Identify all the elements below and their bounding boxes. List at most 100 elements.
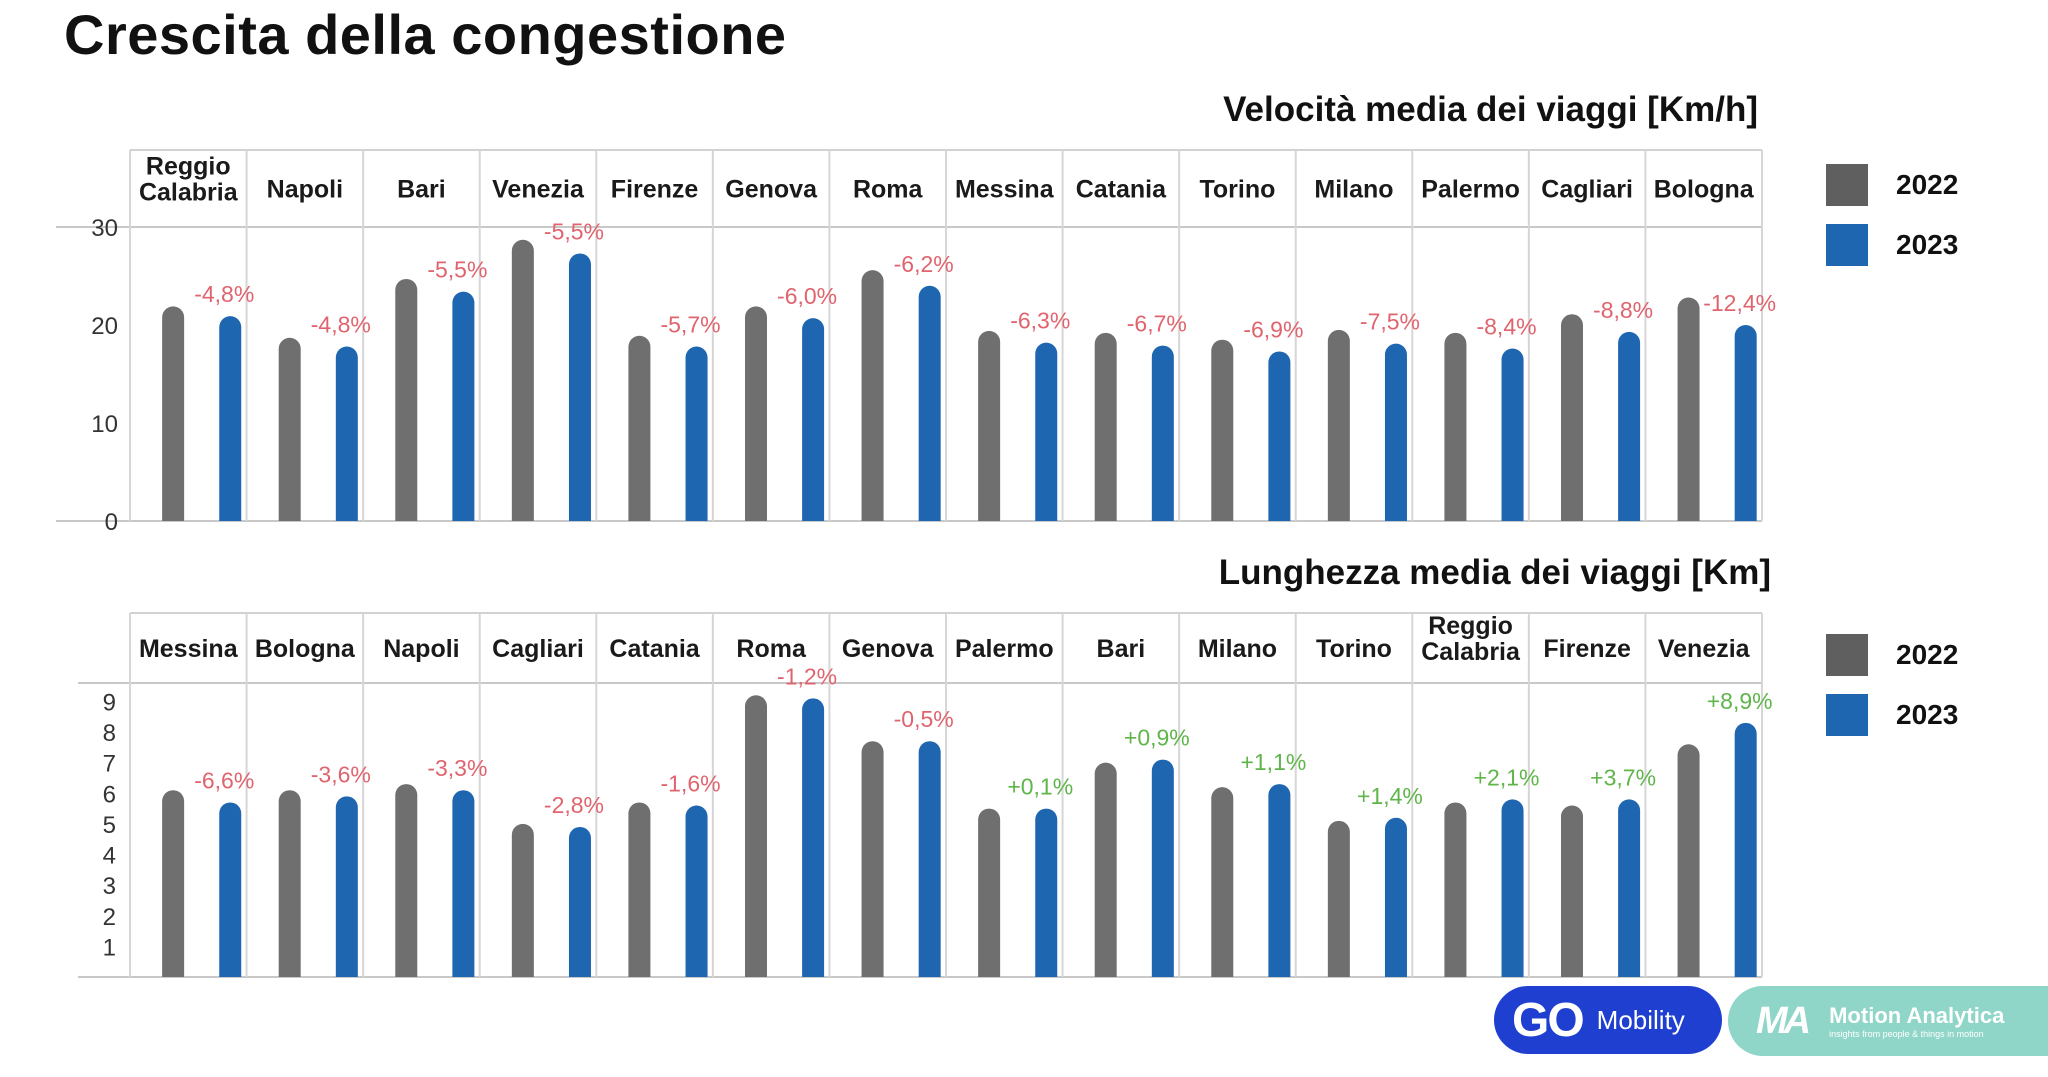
category-label-reggio-calabria: Reggio Calabria [1421,612,1521,666]
y-tick-label: 0 [105,509,118,536]
bar-2023-catania [1151,345,1174,521]
change-label-cagliari: -2,8% [544,792,604,818]
change-label-reggio-calabria: +2,1% [1474,764,1540,790]
category-label-firenze: Firenze [1543,635,1631,663]
change-label-genova: -6,0% [777,283,837,309]
bar-2022-venezia [1677,744,1700,977]
category-label-cagliari: Cagliari [1541,176,1633,204]
bar-2023-bologna [1734,325,1757,521]
bar-2023-cagliari [568,826,591,977]
change-label-milano: -7,5% [1360,309,1420,335]
legend-label-2023: 2023 [1896,699,1959,730]
bar-2022-milano [1211,787,1234,977]
bar-2022-cagliari [511,823,534,977]
legend-item-2023: 2023 [1826,215,1958,275]
bar-2022-napoli [278,337,301,521]
category-label-palermo: Palermo [1421,176,1520,204]
category-label-napoli: Napoli [383,635,459,663]
y-tick-label: 30 [91,215,118,242]
category-label-roma: Roma [736,635,807,663]
chart-title-speed: Velocità media dei viaggi [Km/h] [1223,90,1758,129]
change-label-napoli: -3,3% [427,755,487,781]
category-label-bari: Bari [397,176,446,204]
category-label-bologna: Bologna [1654,176,1755,204]
legend-speed: 2022 2023 [1826,155,1958,275]
legend-item-2022: 2022 [1826,155,1958,215]
bar-2022-bari [395,278,418,521]
y-tick-label: 2 [103,904,116,931]
bar-2022-messina [978,330,1001,521]
change-label-venezia: -5,5% [544,218,604,244]
bar-2022-torino [1327,820,1350,977]
bar-2023-firenze [1618,799,1641,977]
bar-2023-cagliari [1618,331,1641,521]
category-label-bologna: Bologna [255,635,356,663]
category-label-genova: Genova [725,176,818,204]
legend-swatch-2022 [1826,634,1868,676]
change-label-milano: +1,1% [1240,749,1306,775]
legend-length: 2022 2023 [1826,625,1958,745]
y-tick-label: 5 [103,812,116,839]
category-label-catania: Catania [1076,176,1167,204]
category-label-genova: Genova [842,635,935,663]
chart-title-length: Lunghezza media dei viaggi [Km] [1218,553,1771,592]
category-label-venezia: Venezia [1658,635,1751,663]
bar-2023-roma [802,698,825,977]
bar-2023-bologna [335,796,358,977]
bar-2022-venezia [511,239,534,522]
bar-2023-venezia [1734,722,1757,977]
go-mobility-logo: GO Mobility [1494,986,1722,1054]
bar-2022-napoli [395,784,418,977]
bar-2022-bologna [1677,297,1700,521]
category-label-torino: Torino [1316,635,1392,663]
category-label-roma: Roma [853,176,924,204]
bar-2023-bari [452,291,475,521]
motion-analytica-name: Motion Analytica [1829,1003,2005,1028]
y-tick-label: 9 [103,689,116,716]
page-title: Crescita della congestione [64,3,787,66]
y-tick-label: 8 [103,720,116,747]
category-label-catania: Catania [609,635,700,663]
change-label-palermo: +0,1% [1007,774,1073,800]
category-label-napoli: Napoli [267,176,343,204]
category-label-milano: Milano [1198,635,1277,663]
y-tick-label: 4 [103,843,116,870]
legend-label-2022: 2022 [1896,639,1959,670]
bar-2022-cagliari [1560,314,1583,521]
bar-2023-roma [918,285,941,521]
change-label-roma: -6,2% [894,251,954,277]
bar-2023-catania [685,805,708,977]
motion-analytica-mark: MA [1756,999,1811,1042]
chart-length: 1 2 3 4 5 6 7 8 9 Messina -6,6% Bologna -3,6% Napoli -… [78,612,1773,978]
bar-2023-napoli [452,790,475,977]
change-label-torino: -6,9% [1243,316,1303,342]
bar-2022-genova [744,306,767,521]
y-tick-label: 3 [103,873,116,900]
legend-swatch-2022 [1826,164,1868,206]
motion-analytica-tagline: insights from people & things in motion [1829,1029,1984,1039]
go-mobility-word: Mobility [1596,1004,1685,1035]
change-label-genova: -0,5% [894,706,954,732]
category-label-bari: Bari [1097,635,1146,663]
category-label-venezia: Venezia [492,176,585,204]
bar-2022-milano [1327,329,1350,521]
change-label-roma: -1,2% [777,663,837,689]
bar-2023-firenze [685,346,708,521]
bar-2023-napoli [335,346,358,521]
bar-2022-messina [162,790,185,977]
bar-2022-reggio-calabria [1444,802,1467,977]
bar-2023-reggio-calabria [219,316,242,521]
bar-2023-milano [1268,784,1291,977]
change-label-bologna: -12,4% [1703,290,1776,316]
bar-2022-palermo [978,808,1001,977]
motion-analytica-logo: MA Motion Analytica insights from people… [1728,986,2048,1056]
bar-2022-genova [861,741,884,977]
bar-2022-catania [628,802,651,977]
y-tick-label: 6 [103,781,116,808]
grid-lines [78,612,1763,978]
bar-2023-milano [1384,343,1407,521]
bar-2023-bari [1151,759,1174,977]
bar-2022-torino [1211,339,1234,521]
bar-2023-reggio-calabria [1501,799,1524,977]
bar-2022-firenze [1560,805,1583,977]
